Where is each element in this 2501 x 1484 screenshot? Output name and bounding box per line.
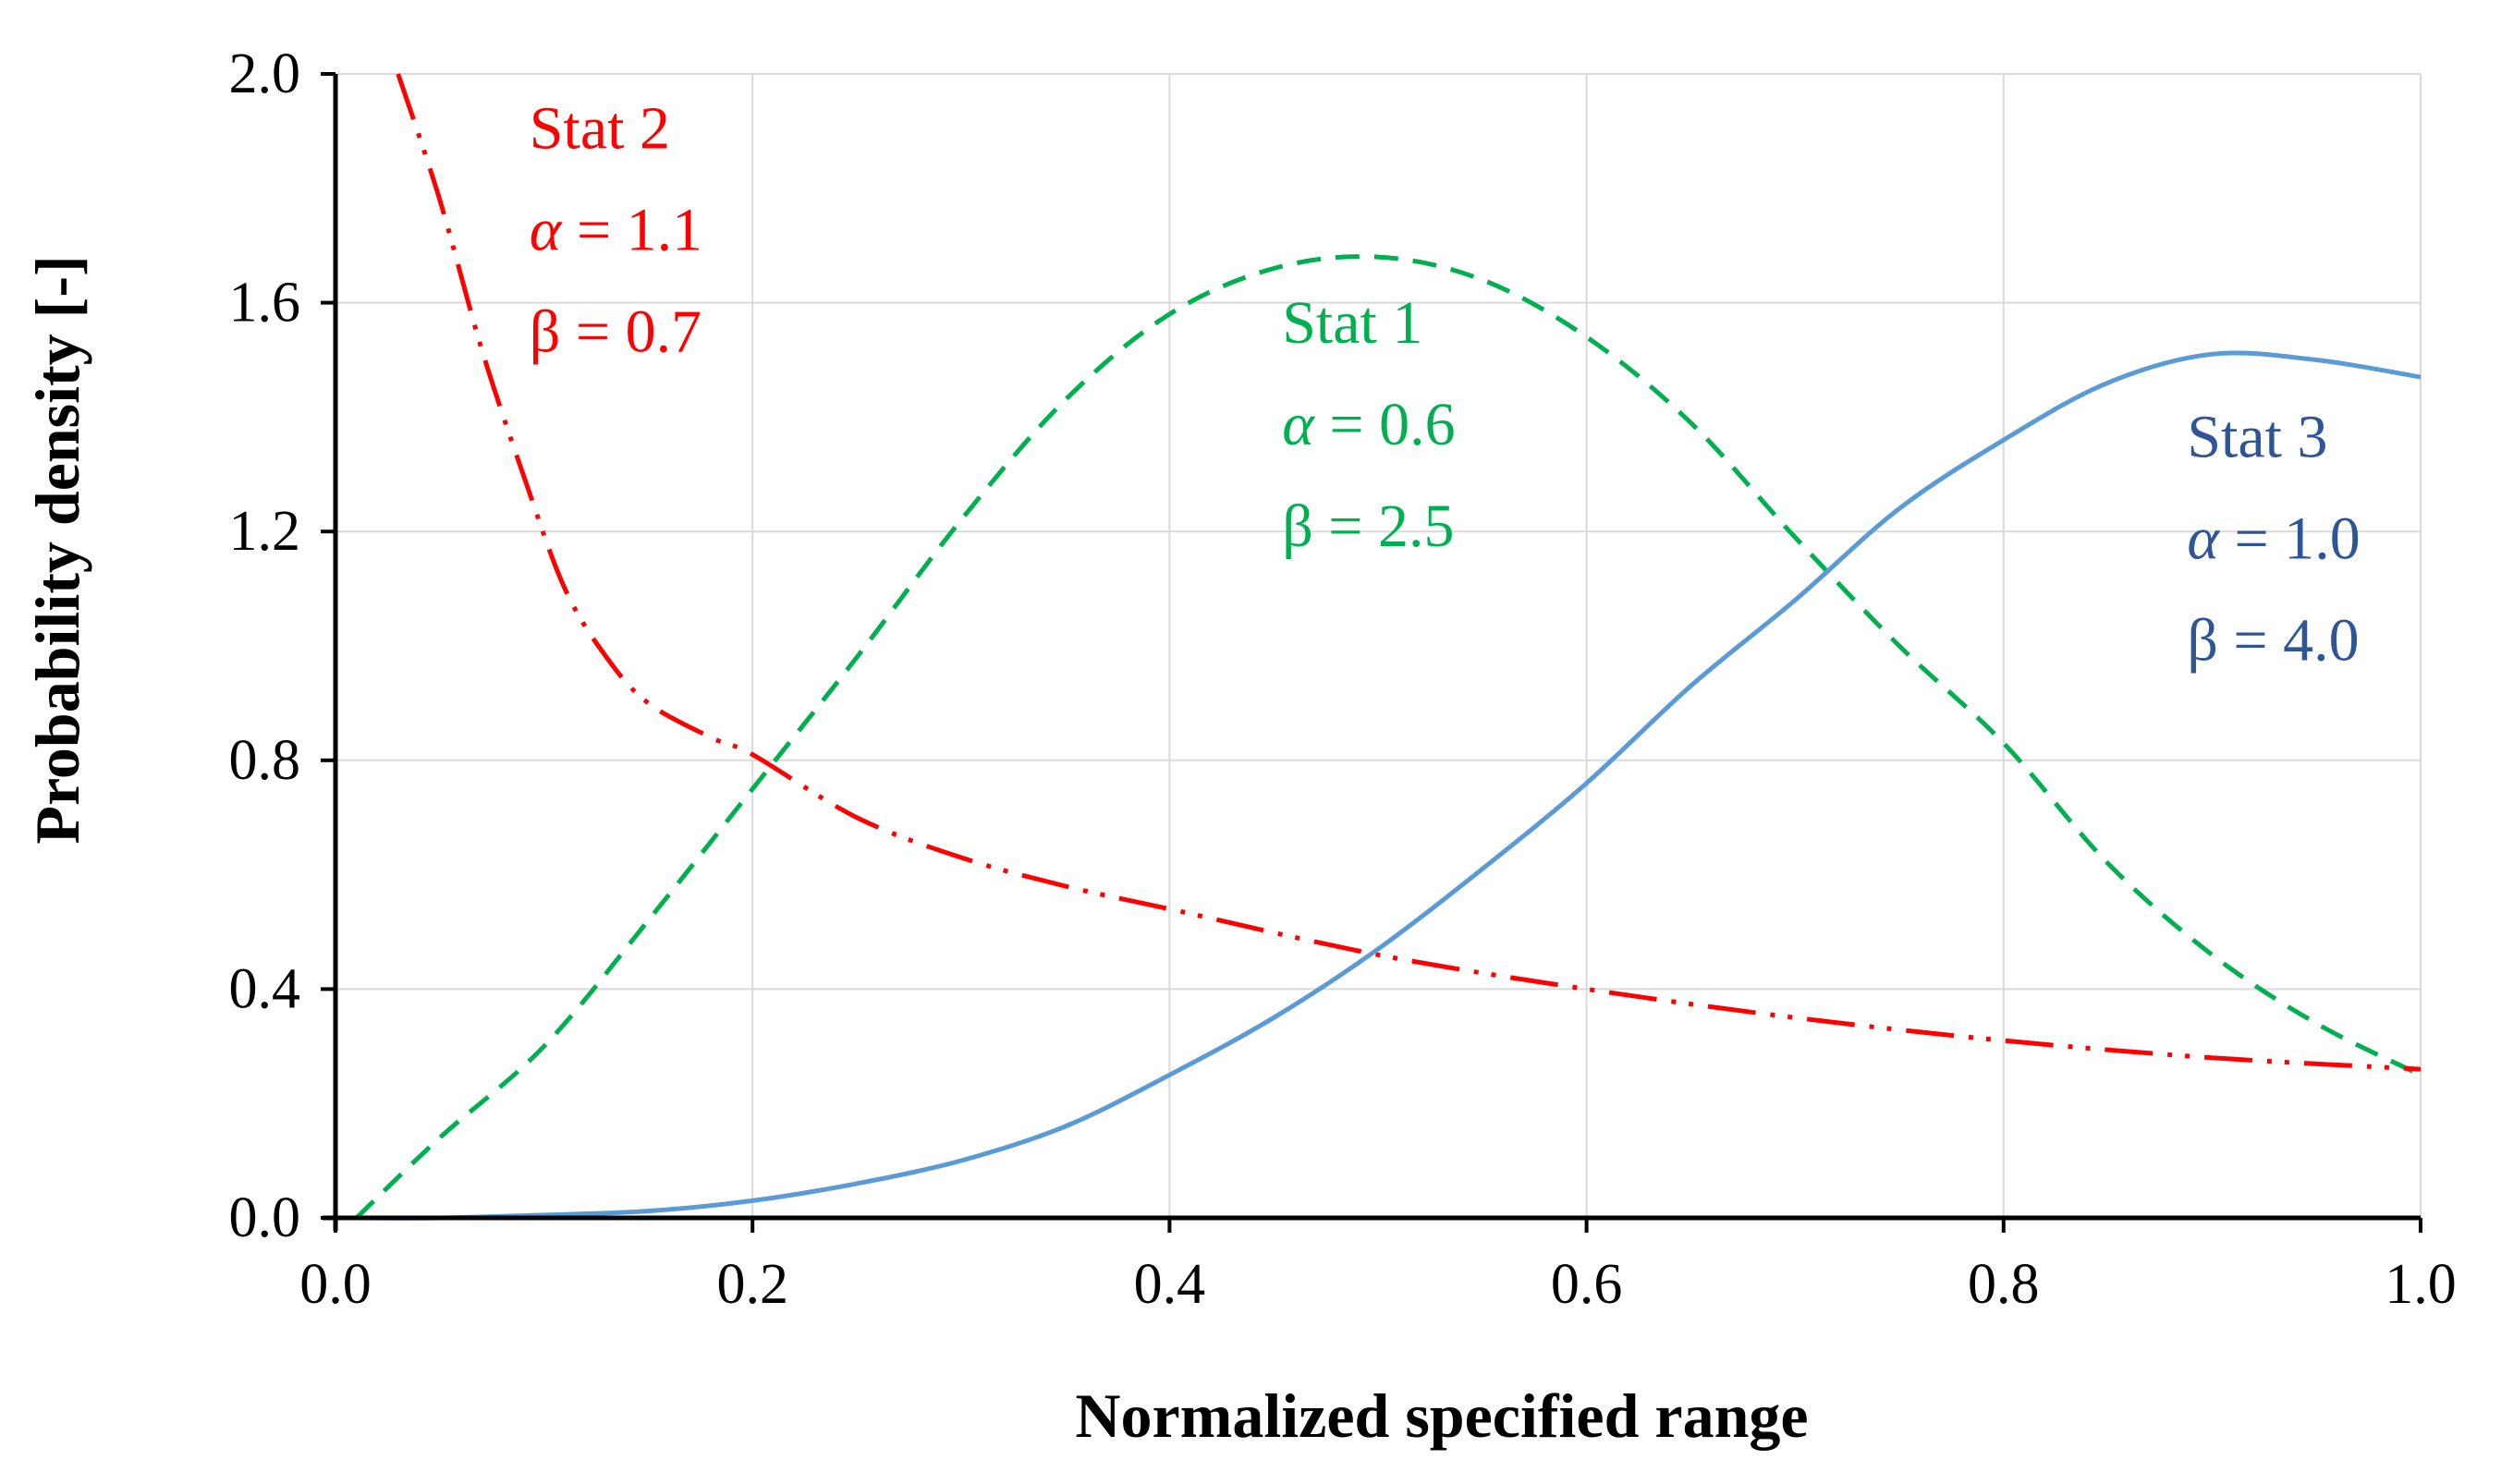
series-layer (354, 73, 2422, 1221)
x-tick-label: 0.6 (1551, 1253, 1623, 1316)
series-annotation-stat-2: α = 1.1 (530, 196, 702, 263)
series-annotation-stat-1: Stat 1 (1282, 289, 1422, 357)
y-tick-label: 2.0 (229, 43, 301, 105)
series-annotation-stat-3: α = 1.0 (2187, 505, 2360, 573)
axis-layer: 0.0 0.2 0.4 0.6 0.8 1.0 0.0 0.4 0.8 1.2 1.6 2.0 (229, 43, 2457, 1316)
grid-layer (336, 73, 2422, 1218)
series-annotation-stat-1: β = 2.5 (1282, 493, 1454, 560)
y-tick-label: 1.6 (229, 272, 301, 335)
label-layer: Stat 2 α = 1.1 β = 0.7 Stat 1 α = 0.6 β = 2.5… (530, 94, 2361, 674)
series-annotation-stat-3: β = 4.0 (2187, 607, 2359, 675)
y-axis-title: Probability density [-] (22, 255, 92, 844)
x-tick-label: 0.8 (1968, 1253, 2040, 1316)
x-axis-title: Normalized specified range (1075, 1381, 1808, 1451)
series-annotation-stat-2: Stat 2 (530, 94, 670, 162)
y-tick-label: 0.4 (229, 957, 301, 1020)
y-tick-label: 1.2 (229, 500, 301, 563)
x-tick-label: 0.0 (299, 1253, 372, 1316)
series-annotation-stat-2: β = 0.7 (530, 298, 702, 365)
x-tick-label: 0.4 (1134, 1253, 1206, 1316)
y-tick-label: 0.8 (229, 729, 301, 792)
series-line-stat-1 (354, 254, 2422, 1220)
series-annotation-stat-3: Stat 3 (2187, 404, 2327, 471)
series-line-stat-3 (356, 350, 2422, 1221)
x-tick-label: 1.0 (2385, 1253, 2457, 1316)
y-tick-label: 0.0 (229, 1186, 301, 1249)
series-annotation-stat-1: α = 0.6 (1282, 391, 1455, 458)
x-tick-label: 0.2 (716, 1253, 788, 1316)
series-line-stat-2 (396, 73, 2422, 1072)
